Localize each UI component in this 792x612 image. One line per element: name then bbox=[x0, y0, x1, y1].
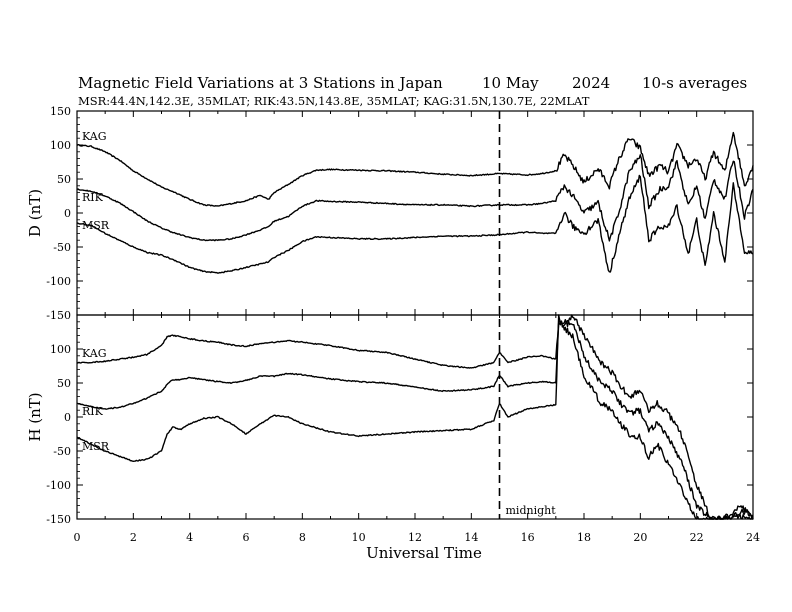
x-tick-label-2: 4 bbox=[186, 531, 193, 544]
d-ytick-label-6: -150 bbox=[46, 309, 71, 322]
h-ytick-label-3: 0 bbox=[64, 411, 71, 424]
d-ytick-label-1: 100 bbox=[50, 139, 71, 152]
d-panel-frame bbox=[76, 110, 754, 316]
x-tick-label-11: 22 bbox=[690, 531, 704, 544]
h-ytick-label-5: -100 bbox=[46, 479, 71, 492]
d-label-rik: RIK bbox=[82, 191, 104, 204]
x-tick-label-3: 6 bbox=[243, 531, 250, 544]
h-label-rik: RIK bbox=[82, 405, 104, 418]
h-panel-series bbox=[76, 314, 754, 520]
x-tick-label-8: 16 bbox=[521, 531, 535, 544]
h-axis-label: H (nT) bbox=[26, 392, 44, 441]
d-ytick-label-2: 50 bbox=[57, 173, 71, 186]
chart-year: 2024 bbox=[572, 74, 610, 92]
x-tick-label-9: 18 bbox=[577, 531, 591, 544]
d-panel-ticks: 150 100 50 0 -50 -100 -150 bbox=[46, 105, 754, 322]
x-tick-label-12: 24 bbox=[746, 531, 760, 544]
d-panel-series bbox=[76, 131, 754, 274]
h-ytick-label-1: 100 bbox=[50, 343, 71, 356]
h-series-msr bbox=[76, 314, 754, 520]
h-ytick-label-4: -50 bbox=[53, 445, 71, 458]
station-coordinates: MSR:44.4N,142.3E, 35MLAT; RIK:43.5N,143.… bbox=[78, 94, 590, 108]
chart-averaging: 10-s averages bbox=[642, 74, 747, 92]
x-axis-ticks: 0 2 4 6 8 10 12 14 16 18 20 22 24 bbox=[74, 531, 761, 544]
d-label-kag: KAG bbox=[82, 130, 107, 143]
d-series-kag bbox=[76, 131, 754, 207]
h-ytick-label-2: 50 bbox=[57, 377, 71, 390]
midnight-label: midnight bbox=[506, 504, 557, 517]
x-tick-label-4: 8 bbox=[299, 531, 306, 544]
d-label-msr: MSR bbox=[82, 219, 110, 232]
chart-date: 10 May bbox=[482, 74, 539, 92]
h-panel-frame bbox=[76, 314, 754, 520]
d-series-rik bbox=[76, 154, 754, 242]
x-tick-label-5: 10 bbox=[352, 531, 366, 544]
d-ytick-label-4: -50 bbox=[53, 241, 71, 254]
x-tick-label-6: 12 bbox=[408, 531, 422, 544]
h-ytick-label-6: -150 bbox=[46, 513, 71, 526]
d-ytick-label-5: -100 bbox=[46, 275, 71, 288]
h-label-kag: KAG bbox=[82, 347, 107, 360]
d-ytick-label-3: 0 bbox=[64, 207, 71, 220]
x-tick-label-7: 14 bbox=[464, 531, 478, 544]
h-panel-ticks: 100 50 0 -50 -100 -150 bbox=[46, 314, 754, 526]
h-label-msr: MSR bbox=[82, 440, 110, 453]
x-tick-label-1: 2 bbox=[130, 531, 137, 544]
x-tick-label-0: 0 bbox=[74, 531, 81, 544]
h-series-kag bbox=[76, 314, 753, 520]
x-tick-label-10: 20 bbox=[633, 531, 647, 544]
d-series-msr bbox=[76, 174, 754, 274]
d-ytick-label-0: 150 bbox=[50, 105, 71, 118]
h-series-rik bbox=[76, 320, 754, 520]
d-axis-label: D (nT) bbox=[26, 189, 44, 237]
chart-title: Magnetic Field Variations at 3 Stations … bbox=[78, 74, 443, 92]
x-axis-label: Universal Time bbox=[366, 544, 482, 562]
